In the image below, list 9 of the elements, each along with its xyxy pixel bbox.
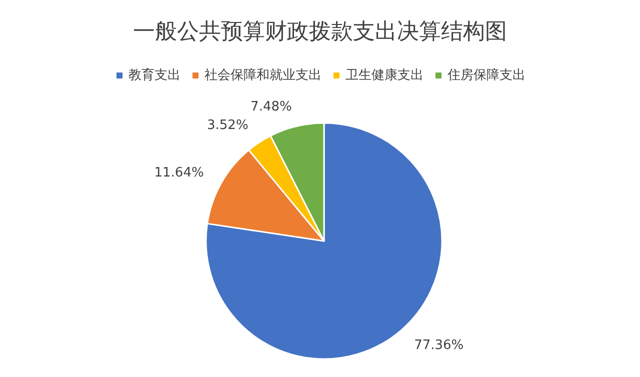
legend-label: 住房保障支出 xyxy=(446,67,526,83)
data-label: 3.52% xyxy=(206,118,248,134)
chart-title: 一般公共预算财政拨款支出决算结构图 xyxy=(133,20,507,44)
legend-label: 社会保障和就业支出 xyxy=(204,68,322,83)
legend-label: 卫生健康支出 xyxy=(346,68,424,83)
data-label: 7.48% xyxy=(250,99,292,114)
legend-label: 教育支出 xyxy=(128,67,180,83)
data-label: 11.64% xyxy=(154,166,204,181)
data-label: 77.36% xyxy=(414,338,464,354)
